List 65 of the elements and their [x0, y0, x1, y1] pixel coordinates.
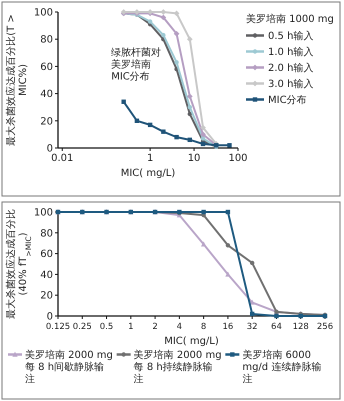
point [174, 60, 179, 65]
legend-label: 0.5 h输入 [268, 30, 314, 42]
point [200, 132, 206, 138]
legend-label: 美罗培南 6000 mg/d 连续静脉输注 [242, 349, 322, 385]
y-tick-label: 60 [40, 249, 53, 260]
legend-label: 1.0 h输入 [268, 46, 314, 58]
x-tick-label: 0.5 [100, 322, 114, 332]
x-tick-label: 2 [152, 322, 158, 332]
x-tick-label: 16 [222, 322, 234, 332]
y-tick-label: 80 [40, 228, 53, 240]
legend-label: 3.0 h输入 [268, 78, 314, 90]
point [227, 143, 232, 148]
x-tick-label: 0.25 [72, 322, 92, 332]
x-tick-label: 4 [176, 322, 182, 332]
point [188, 138, 192, 142]
y-axis-title: 最大杀菌效应达成百分比(T > MIC%) [5, 14, 29, 146]
legend-label: 2.0 h输入 [268, 62, 314, 74]
x-tick-label: 64 [271, 322, 282, 332]
y-tick-label: 20 [40, 116, 53, 128]
point [200, 142, 206, 146]
legend-label: MIC分布 [268, 94, 307, 106]
point [250, 260, 254, 266]
x-axis-title: MIC( mg/L) [120, 168, 176, 179]
x-tick-label: 100 [228, 153, 248, 164]
point [174, 30, 180, 37]
x-tick-label: 1 [146, 153, 154, 164]
point [188, 112, 192, 116]
legend-title: 美罗培南 1000 mg [246, 13, 334, 25]
x-tick-label: 128 [292, 322, 309, 332]
point [161, 129, 166, 134]
x-tick-label: 0.01 [51, 153, 74, 164]
point [161, 32, 166, 38]
y-tick-label: 0 [46, 312, 53, 322]
point [201, 210, 206, 214]
y-tick-label: 100 [34, 8, 53, 18]
x-tick-label: 1 [128, 322, 134, 332]
point [121, 100, 126, 104]
y-tick-label: 40 [40, 270, 53, 281]
x-axis-title: MIC( mg/L) [164, 336, 219, 347]
x-tick-label: 256 [316, 322, 334, 332]
y-tick-label: 0 [46, 144, 53, 154]
y-tick-label: 60 [40, 62, 53, 73]
point [174, 134, 179, 140]
point [226, 210, 230, 214]
point [250, 312, 254, 316]
y-tick-label: 40 [40, 89, 53, 100]
point [200, 241, 206, 246]
point [188, 105, 192, 110]
point [160, 14, 166, 20]
point [186, 93, 193, 100]
x-tick-label: 32 [246, 322, 258, 332]
x-tick-label: 8 [200, 322, 206, 332]
x-tick-label: 0.125 [46, 322, 70, 332]
point [200, 136, 206, 141]
point [226, 243, 230, 248]
legend-label: 美罗培南 2000 mg 每 8 h间歇静脉输注 [25, 349, 113, 385]
point [148, 122, 152, 128]
point [148, 19, 152, 24]
y-tick-label: 100 [34, 208, 53, 218]
point [134, 118, 140, 123]
legend-label: 美罗培南 2000 mg 每 8 h持续静脉输注 [134, 349, 222, 385]
y-tick-label: 20 [40, 290, 53, 302]
x-tick-label: 10 [188, 153, 200, 164]
annotation: 绿脓杆菌对美罗培南MIC分布 [111, 46, 162, 83]
y-tick-label: 80 [40, 34, 53, 46]
